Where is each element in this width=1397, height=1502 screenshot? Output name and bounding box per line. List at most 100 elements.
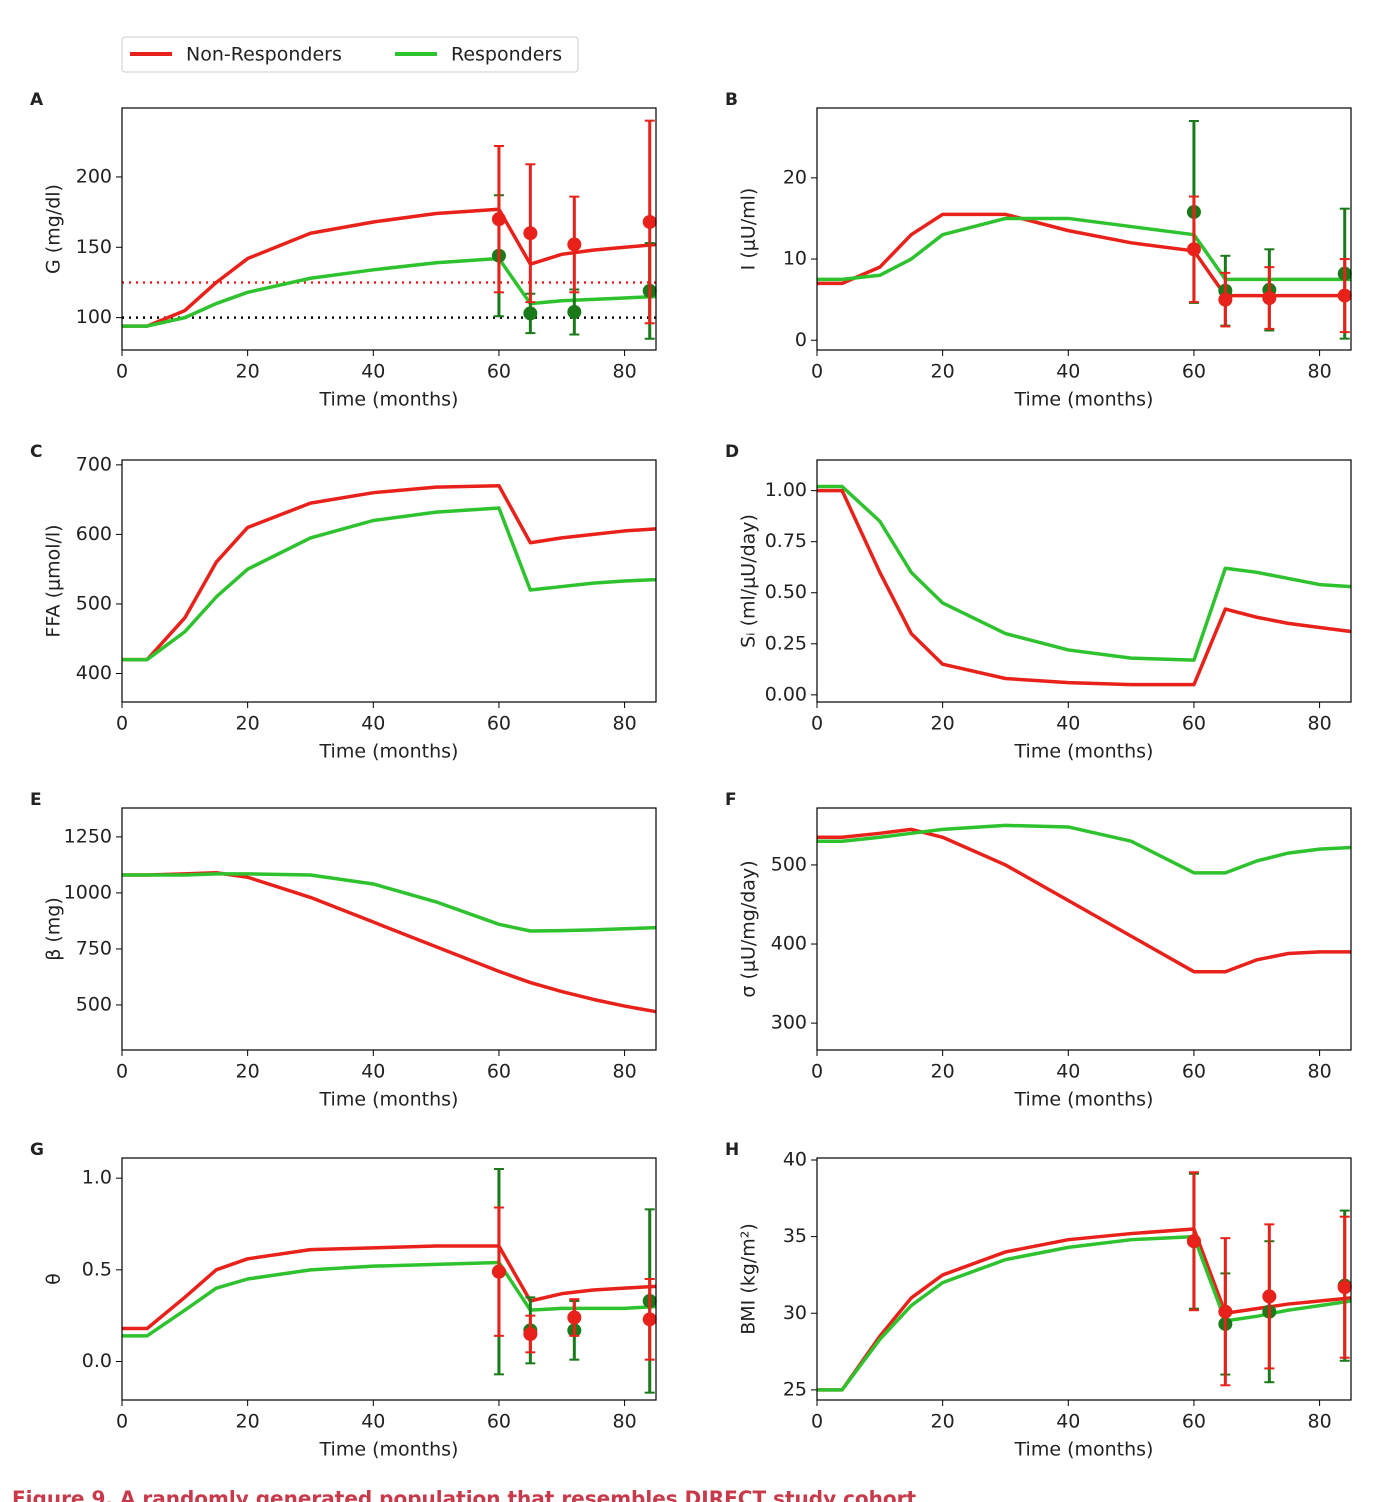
y-tick-label: 30 [783,1302,807,1324]
panel-letter: F [725,790,737,810]
plot-frame [816,1157,1352,1401]
observation [1186,1234,1201,1249]
x-tick-label: 20 [236,1061,260,1083]
y-tick-label: 750 [76,937,112,959]
x-tick-label: 80 [612,713,636,735]
mean-line [817,216,1351,282]
plot-frame [121,807,657,1051]
panel-letter: D [725,442,739,462]
x-tick-label: 40 [361,1411,385,1433]
y-tick-label: 100 [76,306,112,328]
legend-label: Responders [451,44,562,66]
observation [1218,1304,1233,1319]
observation [1262,1289,1277,1304]
mean-line [122,506,657,662]
x-tick-label: 80 [1307,1061,1331,1083]
plot-frame [816,807,1352,1051]
y-tick-label: 25 [783,1378,807,1400]
y-tick-label: 500 [76,993,112,1015]
x-tick-label: 40 [1056,713,1080,735]
x-tick-label: 60 [487,1061,511,1083]
y-tick-label: 150 [76,236,112,258]
panel-letter: H [725,1140,739,1160]
x-axis-label: Time (months) [319,389,459,411]
mean-line [817,827,1351,974]
y-tick-label: 1000 [64,881,112,903]
y-axis-label: β (mg) [43,897,65,961]
x-axis-label: Time (months) [1014,741,1154,763]
x-axis-label: Time (months) [319,1089,459,1111]
plot-frame [816,107,1352,351]
mean-line [122,1244,657,1331]
y-tick-label: 600 [76,523,112,545]
y-tick-label: 0 [795,329,807,351]
y-tick-label: 400 [771,933,807,955]
mean-line [817,1227,1352,1392]
panel-letter: G [30,1140,44,1160]
x-tick-label: 40 [1056,361,1080,383]
y-tick-label: 0.25 [765,632,807,654]
mean-line [122,483,657,662]
y-axis-label: FFA (μmol/l) [43,524,65,637]
y-tick-label: 300 [771,1012,807,1034]
observation [642,214,657,229]
x-tick-label: 40 [1056,1411,1080,1433]
x-axis-label: Time (months) [1014,389,1154,411]
observation [1262,291,1277,306]
observation [1337,288,1352,303]
observation [1186,242,1201,257]
y-tick-label: 500 [771,853,807,875]
y-tick-label: 20 [783,166,807,188]
plot-frame [121,459,657,703]
x-tick-label: 80 [612,361,636,383]
x-tick-label: 0 [116,361,128,383]
y-tick-label: 0.75 [765,530,807,552]
y-tick-label: 40 [783,1148,807,1170]
observation [523,306,538,321]
x-tick-label: 0 [811,361,823,383]
y-axis-label: σ (μU/mg/day) [738,860,760,997]
y-axis-label: Sᵢ (ml/μU/day) [738,514,760,648]
x-tick-label: 20 [931,1411,955,1433]
x-tick-label: 20 [931,713,955,735]
y-tick-label: 10 [783,248,807,270]
x-tick-label: 60 [487,361,511,383]
x-tick-label: 60 [487,713,511,735]
panel-letter: E [30,790,42,810]
x-tick-label: 60 [1182,1061,1206,1083]
y-tick-label: 0.5 [82,1258,112,1280]
mean-line [122,256,657,328]
observation [567,237,582,252]
mean-line [122,872,657,933]
y-tick-label: 35 [783,1225,807,1247]
legend-label: Non-Responders [186,44,342,66]
y-tick-label: 1250 [64,825,112,847]
x-tick-label: 60 [1182,713,1206,735]
x-tick-label: 20 [931,1061,955,1083]
x-tick-label: 40 [1056,1061,1080,1083]
observation [523,226,538,241]
observation [1218,292,1233,307]
panel-letter: B [725,90,738,110]
x-axis-label: Time (months) [1014,1089,1154,1111]
y-tick-label: 200 [76,165,112,187]
x-tick-label: 80 [612,1411,636,1433]
y-tick-label: 1.00 [765,479,807,501]
x-tick-label: 40 [361,713,385,735]
y-tick-label: 1.0 [82,1167,112,1189]
y-axis-label: BMI (kg/m²) [738,1223,760,1335]
observation [642,1312,657,1327]
x-tick-label: 0 [811,1061,823,1083]
x-tick-label: 0 [811,713,823,735]
x-tick-label: 0 [116,713,128,735]
x-tick-label: 0 [116,1411,128,1433]
mean-line [817,488,1352,687]
observation [1337,1280,1352,1295]
panel-letter: C [30,442,42,462]
x-tick-label: 20 [931,361,955,383]
x-axis-label: Time (months) [319,1439,459,1461]
observation [491,212,506,227]
y-tick-label: 0.00 [765,683,807,705]
x-axis-label: Time (months) [1014,1439,1154,1461]
x-tick-label: 60 [487,1411,511,1433]
